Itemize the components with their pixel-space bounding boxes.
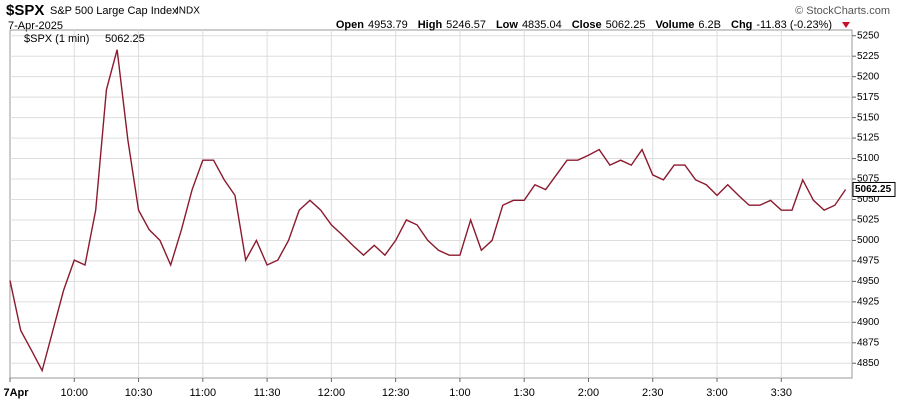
stats-row: Open 4953.79 High 5246.57 Low 4835.04 Close 506… [336,19,850,31]
stat-value: 4835.04 [521,19,562,31]
y-tick-label: 5175 [857,92,880,103]
x-tick-label: 3:00 [706,387,727,399]
x-tick-label: 11:30 [254,387,281,399]
y-tick-label: 4975 [857,256,880,267]
price-tag-label: 5062.25 [855,184,892,195]
stat-value: 4953.79 [367,19,408,31]
x-tick-label: 2:30 [642,387,663,399]
y-tick-label: 5075 [857,174,880,185]
price-tag [852,181,896,197]
x-tick-label: 1:00 [449,387,470,399]
y-tick-label: 4900 [857,317,880,328]
plot-frame [9,29,853,379]
down-icon [842,22,850,28]
chart-title: $SPX [6,2,44,19]
legend-value: 5062.25 [105,33,145,45]
stat-label: Chg [731,19,753,31]
y-tick-label: 4875 [857,337,880,348]
stat-label: Close [571,19,602,31]
date: 7-Apr-2025 [8,20,63,32]
legend-label: $SPX (1 min) [24,33,89,45]
y-tick-label: 5250 [857,30,880,41]
price-line [9,49,847,373]
x-tick-label: 7Apr [3,387,29,399]
exchange: INDX [176,6,200,17]
stat-value: 5246.57 [446,19,486,31]
stat-label: Open [335,19,364,31]
y-tick-label: 5225 [857,51,880,62]
stat-label: High [417,19,443,31]
x-tick-label: 12:00 [318,387,346,399]
x-tick-label: 1:30 [513,387,534,399]
x-tick-label: 12:30 [382,387,410,399]
x-tick-label: 10:30 [125,387,153,399]
y-tick-label: 5200 [857,71,880,82]
x-tick-label: 2:00 [578,387,599,399]
stat-value: -11.83 (-0.23%) [756,19,832,31]
x-tick-label: 3:30 [771,387,792,399]
y-tick-label: 5150 [857,112,880,123]
stat-value: 6.2B [698,19,721,31]
copyright: © StockCharts.com [795,5,890,17]
y-tick-label: 5125 [857,133,880,144]
stat-value: 5062.25 [605,19,646,31]
stat-label: Low [495,19,518,31]
y-tick-label: 5000 [857,235,880,246]
x-tick-label: 11:00 [189,387,216,399]
y-tick-label: 4850 [857,358,880,369]
stat-label: Volume [655,19,695,31]
y-tick-label: 5025 [857,215,880,226]
y-tick-label: 5050 [857,194,880,205]
y-tick-label: 4925 [857,296,880,307]
subtitle: S&P 500 Large Cap Index [50,5,178,17]
x-tick-label: 10:00 [61,387,89,399]
y-tick-label: 5100 [857,153,880,164]
y-tick-label: 4950 [857,276,880,287]
